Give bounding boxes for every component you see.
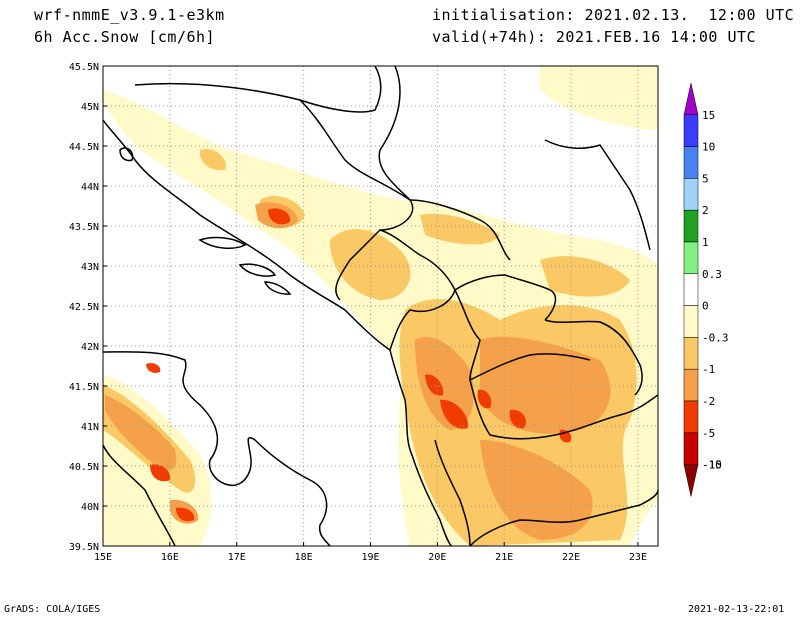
legend-label: -0.3 (702, 331, 729, 344)
footer-credit: GrADS: COLA/IGES (4, 604, 101, 615)
lat-tick-label: 45.5N (69, 62, 99, 73)
legend-label: 10 (702, 141, 715, 154)
lat-tick-label: 43.5N (69, 222, 99, 233)
lat-tick-label: 42.5N (69, 302, 99, 313)
lat-tick-label: 41N (81, 422, 99, 433)
lat-tick-label: 43N (81, 262, 99, 273)
legend-swatch (683, 464, 699, 497)
snow-field-red (146, 208, 572, 522)
legend-label: 5 (702, 172, 709, 185)
legend-swatch (683, 273, 699, 306)
lon-tick-label: 15E (94, 552, 112, 563)
legend-label: -10 (702, 459, 722, 472)
lon-tick-label: 20E (428, 552, 446, 563)
valid-time: valid(+74h): 2021.FEB.16 14:00 UTC (432, 28, 757, 46)
legend-swatch (683, 209, 699, 243)
coastlines-borders (102, 65, 659, 547)
lat-tick-label: 42N (81, 342, 99, 353)
latitude-labels: 39.5N 40N 40.5N 41N 41.5N 42N 42.5N 43N 43.5N 44N… (69, 62, 107, 553)
legend-label: 0.3 (702, 268, 722, 281)
legend-label: -15 (702, 459, 722, 472)
legend-label: 1 (702, 236, 709, 249)
longitude-labels: 15E 16E 17E 18E 19E 20E 21E 22E 23E (94, 542, 647, 563)
legend-label: 15 (702, 109, 715, 122)
lon-tick-label: 22E (562, 552, 580, 563)
footer-timestamp: 2021-02-13-22:01 (688, 604, 785, 615)
lat-tick-label: 40.5N (69, 462, 99, 473)
lat-tick-label: 40N (81, 502, 99, 513)
model-title: wrf-nmmE_v3.9.1-e3km (34, 6, 225, 24)
lon-tick-label: 18E (295, 552, 313, 563)
legend-swatch (683, 400, 699, 434)
lat-tick-label: 41.5N (69, 382, 99, 393)
lat-tick-label: 39.5N (69, 542, 99, 553)
init-time: initialisation: 2021.02.13. 12:00 UTC (432, 6, 795, 24)
lon-tick-label: 16E (161, 552, 179, 563)
lat-tick-label: 45N (81, 102, 99, 113)
legend-swatch (683, 82, 699, 116)
field-title: 6h Acc.Snow [cm/6h] (34, 28, 216, 46)
legend-label: 2 (702, 204, 709, 217)
lon-tick-label: 23E (629, 552, 647, 563)
lon-tick-label: 21E (495, 552, 513, 563)
lon-tick-label: 17E (228, 552, 246, 563)
legend-label: -1 (702, 363, 715, 376)
legend-swatch (683, 432, 699, 465)
legend-label: -2 (702, 395, 715, 408)
legend-swatch (683, 241, 699, 275)
lat-tick-label: 44.5N (69, 142, 99, 153)
legend-swatch (683, 146, 699, 179)
lat-tick-label: 44N (81, 182, 99, 193)
colorbar-legend: 15 10 5 2 1 0.3 0 -0.3 -1 -2 -5 -10-15 (683, 82, 729, 497)
legend-swatch (683, 114, 699, 147)
legend-swatch (683, 337, 699, 370)
legend-swatch (683, 305, 699, 338)
lon-tick-label: 19E (361, 552, 379, 563)
legend-label: 0 (702, 300, 709, 313)
legend-swatch (683, 368, 699, 402)
legend-label: -5 (702, 427, 715, 440)
legend-swatch (683, 178, 699, 211)
